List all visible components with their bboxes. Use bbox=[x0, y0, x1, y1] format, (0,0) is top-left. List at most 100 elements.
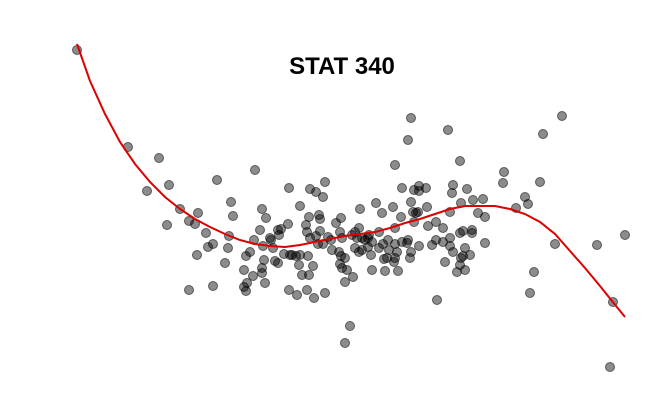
data-point bbox=[355, 204, 365, 214]
data-point bbox=[423, 221, 433, 231]
data-point bbox=[295, 201, 305, 211]
data-point bbox=[402, 238, 412, 248]
data-point bbox=[445, 233, 455, 243]
data-point bbox=[432, 295, 442, 305]
data-point bbox=[261, 213, 271, 223]
data-point bbox=[456, 253, 466, 263]
data-point bbox=[192, 250, 202, 260]
chart-title: STAT 340 bbox=[289, 53, 395, 80]
data-point bbox=[448, 247, 458, 257]
data-point bbox=[367, 265, 377, 275]
data-point bbox=[438, 223, 448, 233]
data-point bbox=[525, 288, 535, 298]
data-point bbox=[467, 228, 477, 238]
data-point bbox=[255, 225, 265, 235]
data-point bbox=[212, 175, 222, 185]
data-point bbox=[397, 183, 407, 193]
data-point bbox=[265, 233, 275, 243]
data-point bbox=[268, 243, 278, 253]
data-point bbox=[201, 228, 211, 238]
data-point bbox=[620, 230, 630, 240]
data-point bbox=[443, 125, 453, 135]
data-point bbox=[592, 240, 602, 250]
data-point bbox=[284, 183, 294, 193]
data-point bbox=[468, 195, 478, 205]
data-point bbox=[406, 247, 416, 257]
data-point bbox=[295, 250, 305, 260]
data-point bbox=[273, 258, 283, 268]
data-point bbox=[241, 286, 251, 296]
data-point bbox=[257, 204, 267, 214]
data-point bbox=[340, 338, 350, 348]
data-point bbox=[605, 362, 615, 372]
data-point bbox=[302, 285, 312, 295]
data-point bbox=[283, 219, 293, 229]
data-point bbox=[431, 217, 441, 227]
data-point bbox=[184, 216, 194, 226]
data-point bbox=[223, 243, 233, 253]
data-point bbox=[257, 268, 267, 278]
data-point bbox=[305, 184, 315, 194]
data-point bbox=[228, 211, 238, 221]
data-point bbox=[345, 321, 355, 331]
data-point bbox=[318, 192, 328, 202]
data-point bbox=[523, 199, 533, 209]
data-point bbox=[320, 177, 330, 187]
data-point bbox=[480, 238, 490, 248]
data-point bbox=[320, 288, 330, 298]
data-point bbox=[499, 167, 509, 177]
data-point bbox=[478, 194, 488, 204]
fit-curve-layer bbox=[76, 43, 626, 318]
data-point bbox=[250, 165, 260, 175]
data-point bbox=[260, 278, 270, 288]
data-point bbox=[529, 267, 539, 277]
data-point bbox=[377, 208, 387, 218]
data-point bbox=[245, 247, 255, 257]
data-point bbox=[162, 220, 172, 230]
data-point bbox=[193, 208, 203, 218]
data-point bbox=[390, 239, 400, 249]
data-point bbox=[164, 180, 174, 190]
data-point bbox=[550, 239, 560, 249]
data-point bbox=[340, 277, 350, 287]
data-point bbox=[427, 240, 437, 250]
data-point bbox=[305, 233, 315, 243]
data-point bbox=[403, 135, 413, 145]
data-point bbox=[308, 261, 318, 271]
data-point bbox=[154, 153, 164, 163]
data-point bbox=[348, 272, 358, 282]
data-point bbox=[460, 243, 470, 253]
data-point bbox=[248, 271, 258, 281]
data-point bbox=[409, 185, 419, 195]
data-point bbox=[406, 113, 416, 123]
data-point bbox=[142, 186, 152, 196]
data-point bbox=[335, 259, 345, 269]
data-point bbox=[287, 250, 297, 260]
data-point bbox=[303, 251, 313, 261]
data-point bbox=[447, 188, 457, 198]
data-point bbox=[396, 212, 406, 222]
data-point bbox=[465, 250, 475, 260]
data-point bbox=[557, 111, 567, 121]
data-point bbox=[331, 218, 341, 228]
data-point bbox=[304, 212, 314, 222]
data-point bbox=[371, 198, 381, 208]
data-point bbox=[458, 226, 468, 236]
data-point bbox=[315, 226, 325, 236]
data-point bbox=[220, 258, 230, 268]
data-point bbox=[455, 156, 465, 166]
data-point bbox=[336, 213, 346, 223]
data-point bbox=[393, 266, 403, 276]
data-point bbox=[366, 250, 376, 260]
data-point bbox=[273, 225, 283, 235]
data-point bbox=[208, 281, 218, 291]
points-layer bbox=[72, 45, 630, 372]
data-point bbox=[304, 270, 314, 280]
data-point bbox=[460, 265, 470, 275]
data-point bbox=[184, 285, 194, 295]
data-point bbox=[392, 247, 402, 257]
data-point bbox=[480, 212, 490, 222]
data-point bbox=[315, 214, 325, 224]
data-point bbox=[384, 245, 394, 255]
data-point bbox=[535, 177, 545, 187]
